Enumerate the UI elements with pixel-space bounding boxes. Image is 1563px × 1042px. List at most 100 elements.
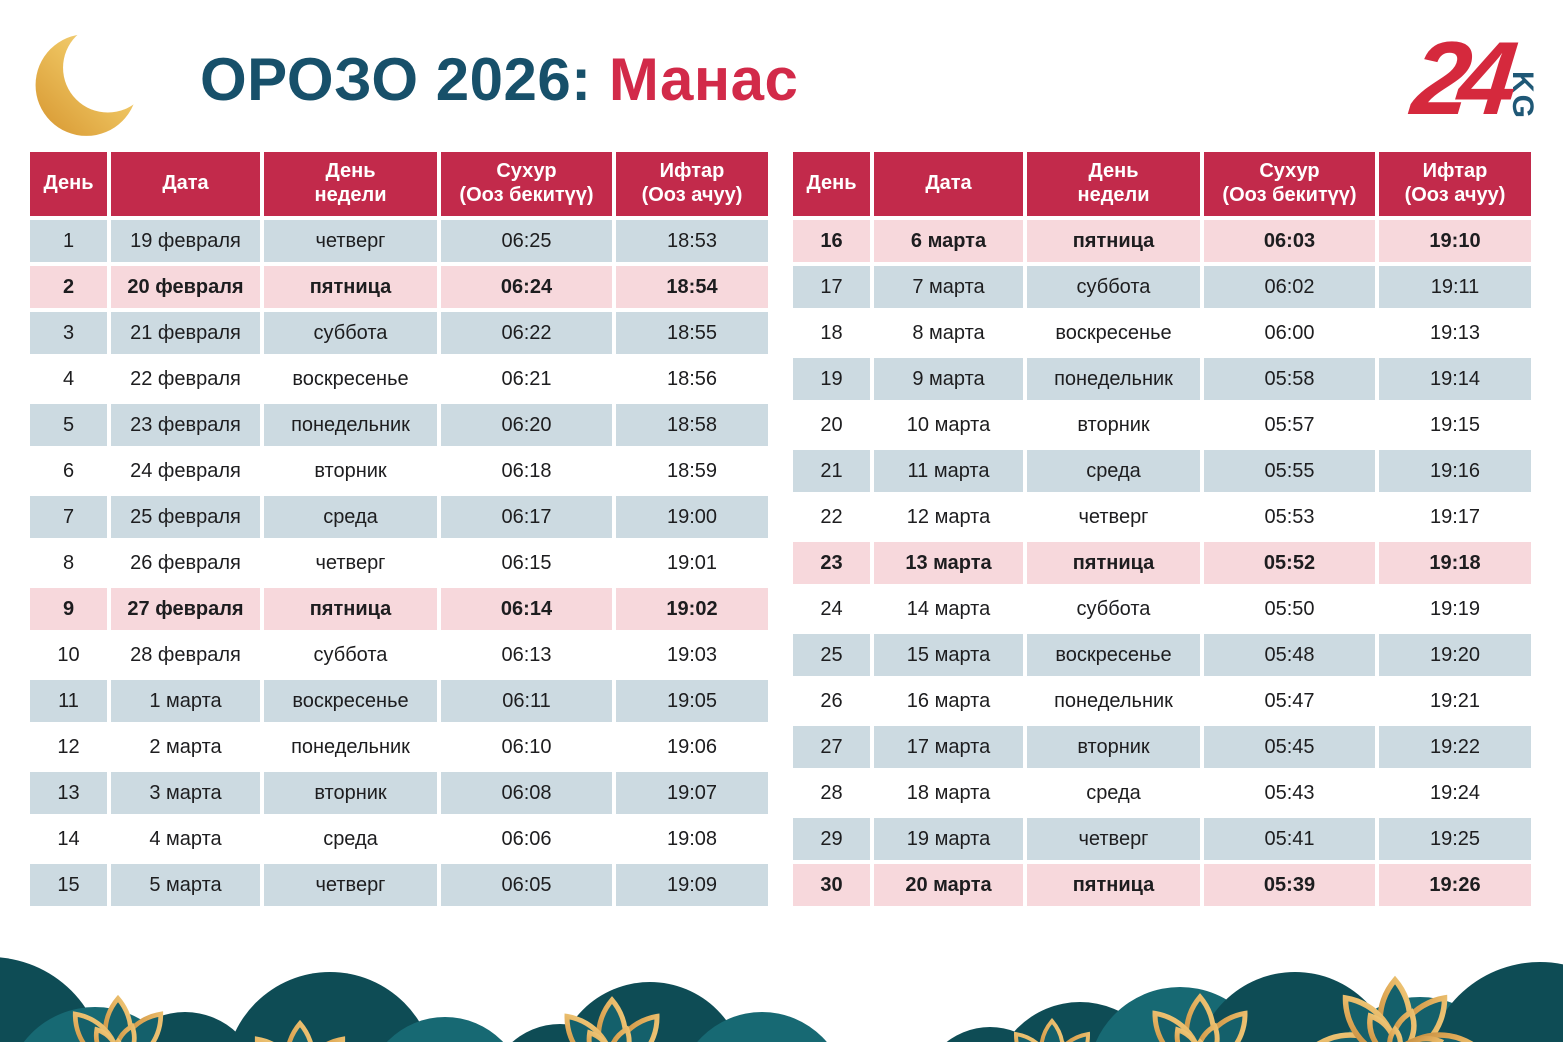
table-cell: 12 марта <box>874 496 1023 538</box>
column-header: День <box>30 152 107 216</box>
table-cell: 5 марта <box>111 864 260 906</box>
table-cell: 18:56 <box>616 358 768 400</box>
table-cell: 05:43 <box>1204 772 1375 814</box>
table-cell: 19:24 <box>1379 772 1531 814</box>
table-cell: 05:52 <box>1204 542 1375 584</box>
table-cell: среда <box>264 818 437 860</box>
table-cell: 21 <box>793 450 870 492</box>
table-cell: 3 <box>30 312 107 354</box>
table-cell: 19:10 <box>1379 220 1531 262</box>
table-cell: 8 марта <box>874 312 1023 354</box>
table-cell: 25 февраля <box>111 496 260 538</box>
logo-24kg: 24 KG <box>1407 21 1539 137</box>
column-header: Дата <box>111 152 260 216</box>
table-cell: 28 <box>793 772 870 814</box>
table-cell: 21 февраля <box>111 312 260 354</box>
table-cell: 26 <box>793 680 870 722</box>
table-cell: 10 марта <box>874 404 1023 446</box>
table-cell: среда <box>1027 772 1200 814</box>
table-cell: 17 марта <box>874 726 1023 768</box>
crescent-moon-icon <box>35 34 138 136</box>
table-cell: пятница <box>1027 542 1200 584</box>
title-prefix: ОРОЗО 2026: <box>200 46 592 113</box>
logo-suffix: KG <box>1506 71 1539 120</box>
table-cell: 3 марта <box>111 772 260 814</box>
table-cell: 23 <box>793 542 870 584</box>
title-highlight: Манас <box>608 46 799 113</box>
table-cell: 11 марта <box>874 450 1023 492</box>
table-cell: 15 <box>30 864 107 906</box>
table-cell: 27 февраля <box>111 588 260 630</box>
table-cell: пятница <box>1027 220 1200 262</box>
table-cell: 10 <box>30 634 107 676</box>
table-cell: вторник <box>264 772 437 814</box>
table-cell: 06:20 <box>441 404 612 446</box>
table-cell: воскресенье <box>1027 634 1200 676</box>
table-cell: 19:05 <box>616 680 768 722</box>
table-cell: 06:02 <box>1204 266 1375 308</box>
table-cell: 06:18 <box>441 450 612 492</box>
table-cell: воскресенье <box>264 680 437 722</box>
table-cell: четверг <box>264 220 437 262</box>
table-cell: 19:21 <box>1379 680 1531 722</box>
table-cell: четверг <box>264 542 437 584</box>
table-cell: 24 февраля <box>111 450 260 492</box>
table-cell: 05:50 <box>1204 588 1375 630</box>
table-cell: 06:03 <box>1204 220 1375 262</box>
table-cell: 05:47 <box>1204 680 1375 722</box>
table-cell: 6 марта <box>874 220 1023 262</box>
table-cell: 7 марта <box>874 266 1023 308</box>
table-cell: 06:10 <box>441 726 612 768</box>
table-cell: 18:54 <box>616 266 768 308</box>
table-cell: 12 <box>30 726 107 768</box>
table-cell: среда <box>1027 450 1200 492</box>
table-cell: среда <box>264 496 437 538</box>
table-cell: 18:58 <box>616 404 768 446</box>
table-cell: 19:25 <box>1379 818 1531 860</box>
column-header: Ифтар (Ооз ачуу) <box>1379 152 1531 216</box>
table-cell: суббота <box>264 634 437 676</box>
table-cell: 25 <box>793 634 870 676</box>
table-cell: понедельник <box>1027 680 1200 722</box>
table-cell: 14 <box>30 818 107 860</box>
table-cell: 06:00 <box>1204 312 1375 354</box>
table-cell: 06:08 <box>441 772 612 814</box>
table-cell: 19:08 <box>616 818 768 860</box>
table-cell: 05:48 <box>1204 634 1375 676</box>
table-cell: 19:01 <box>616 542 768 584</box>
table-cell: 19:22 <box>1379 726 1531 768</box>
table-cell: 8 <box>30 542 107 584</box>
table-cell: вторник <box>1027 726 1200 768</box>
table-cell: 19:14 <box>1379 358 1531 400</box>
table-cell: 19:18 <box>1379 542 1531 584</box>
table-cell: суббота <box>264 312 437 354</box>
table-cell: 20 марта <box>874 864 1023 906</box>
table-cell: 20 февраля <box>111 266 260 308</box>
table-cell: 06:17 <box>441 496 612 538</box>
table-cell: 27 <box>793 726 870 768</box>
table-cell: 11 <box>30 680 107 722</box>
table-cell: вторник <box>264 450 437 492</box>
table-cell: воскресенье <box>1027 312 1200 354</box>
table-cell: 29 <box>793 818 870 860</box>
table-cell: пятница <box>264 266 437 308</box>
table-cell: 28 февраля <box>111 634 260 676</box>
table-cell: понедельник <box>264 726 437 768</box>
table-cell: 05:55 <box>1204 450 1375 492</box>
table-cell: 19:06 <box>616 726 768 768</box>
table-cell: 19:17 <box>1379 496 1531 538</box>
table-cell: 18:55 <box>616 312 768 354</box>
clouds-decoration <box>0 957 1563 1042</box>
table-cell: 7 <box>30 496 107 538</box>
table-cell: 13 марта <box>874 542 1023 584</box>
table-cell: 05:41 <box>1204 818 1375 860</box>
table-cell: 18:53 <box>616 220 768 262</box>
table-cell: 19 февраля <box>111 220 260 262</box>
column-header: День <box>793 152 870 216</box>
table-cell: пятница <box>1027 864 1200 906</box>
table-cell: 05:58 <box>1204 358 1375 400</box>
table-cell: 06:25 <box>441 220 612 262</box>
table-cell: 23 февраля <box>111 404 260 446</box>
logo-number: 24 <box>1407 20 1512 137</box>
